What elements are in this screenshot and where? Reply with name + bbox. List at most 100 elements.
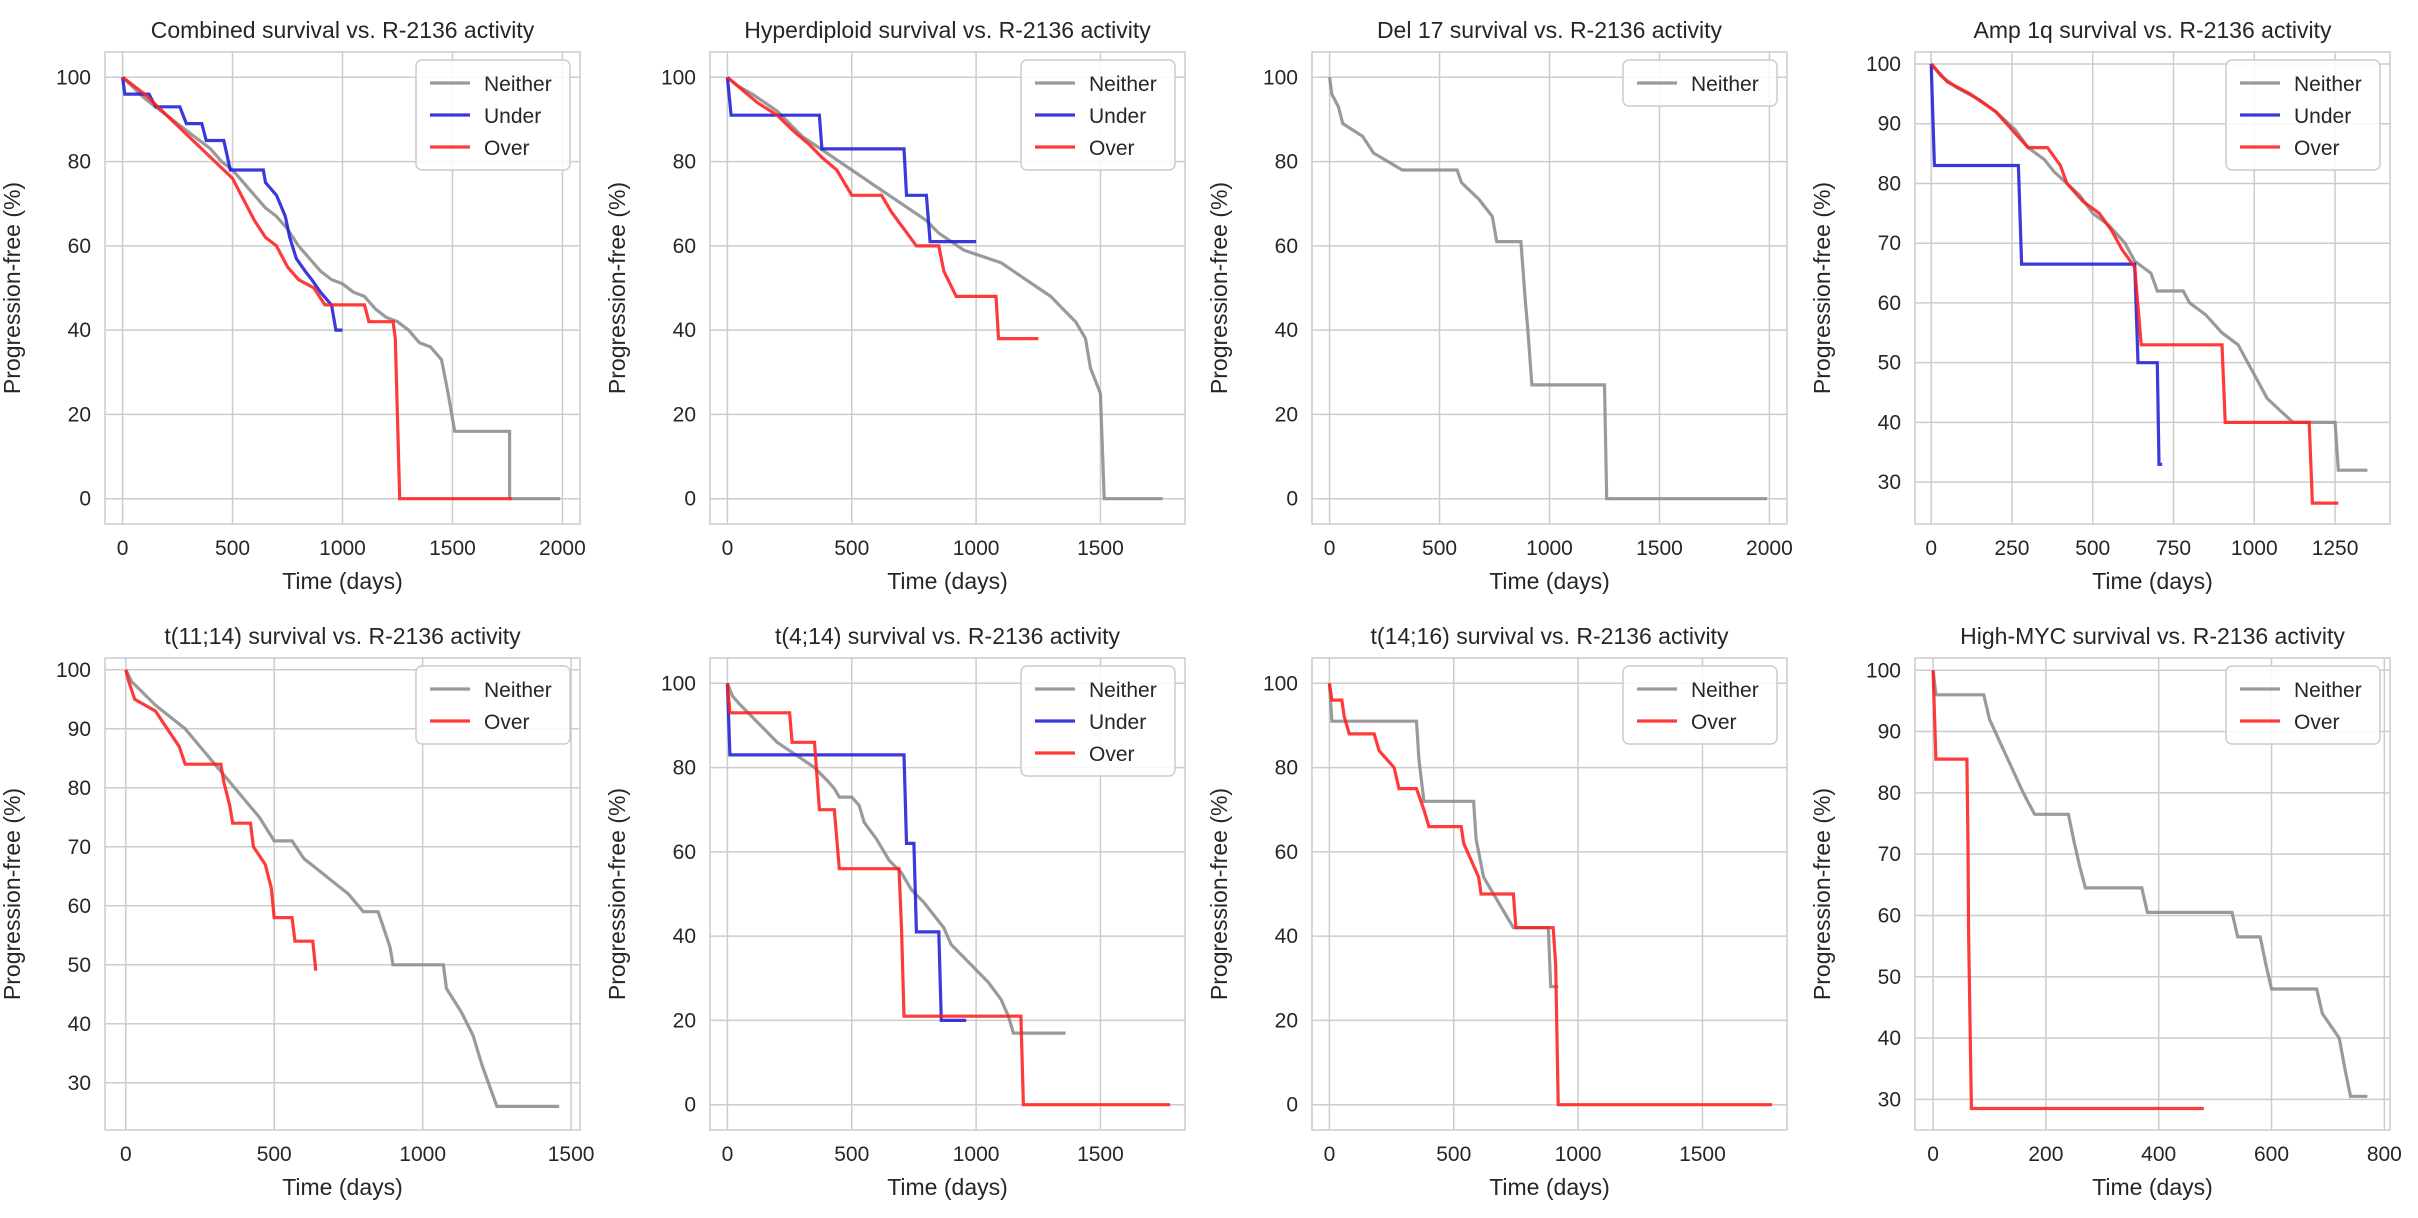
x-tick-label: 0 <box>722 537 734 560</box>
y-tick-label: 80 <box>673 757 696 780</box>
y-tick-label: 40 <box>1878 1027 1901 1050</box>
y-tick-label: 0 <box>1286 1094 1298 1117</box>
legend: Neither Under Over <box>2225 59 2381 171</box>
legend-label-under: Under <box>1089 105 1146 128</box>
y-tick-label: 100 <box>661 672 696 695</box>
legend-label-over: Over <box>484 711 530 734</box>
plot-frame <box>1914 51 2391 525</box>
legend-label-neither: Neither <box>484 679 552 702</box>
x-tick-label: 200 <box>2028 1143 2063 1166</box>
chart-title: Combined survival vs. R-2136 activity <box>151 17 535 43</box>
x-tick-label: 500 <box>1422 537 1457 560</box>
y-tick-label: 40 <box>68 319 91 342</box>
series-line-under <box>725 683 967 1022</box>
x-tick-label: 500 <box>215 537 250 560</box>
x-tick-label: 1500 <box>429 537 476 560</box>
legend-box <box>1622 665 1778 745</box>
subplot-1: 0 500 1000 1500 2000 0 20 40 60 80 100 Combined sur… <box>0 17 586 594</box>
legend-label-under: Under <box>484 105 541 128</box>
plot-frame <box>104 51 581 525</box>
legend-box <box>2225 665 2381 745</box>
x-tick-label: 1500 <box>1077 1143 1124 1166</box>
subplot-6: 0 500 1000 1500 0 20 40 60 80 100 t(4;14) survival… <box>604 623 1186 1200</box>
legend-label-over: Over <box>2294 137 2340 160</box>
x-axis-label: Time (days) <box>1489 1174 1610 1200</box>
subplot-8: 0 200 400 600 800 30 40 50 60 70 80 90 100 High-MYC s… <box>1809 623 2402 1200</box>
series-line-neither <box>1328 77 1768 501</box>
y-tick-label: 80 <box>673 151 696 174</box>
y-tick-label: 0 <box>79 488 91 511</box>
series-line-over <box>1931 670 2204 1111</box>
y-tick-label: 70 <box>1878 232 1901 255</box>
x-tick-label: 400 <box>2141 1143 2176 1166</box>
subplot-2: 0 500 1000 1500 0 20 40 60 80 100 Hyperdiploid sur… <box>604 17 1186 594</box>
y-tick-label: 20 <box>1275 1009 1298 1032</box>
y-axis-label: Progression-free (%) <box>1206 788 1232 1000</box>
x-axis-label: Time (days) <box>887 1174 1008 1200</box>
y-tick-label: 0 <box>684 1094 696 1117</box>
plot-frame <box>1311 657 1788 1131</box>
x-tick-label: 1000 <box>1555 1143 1602 1166</box>
y-tick-label: 30 <box>1878 1088 1901 1111</box>
x-tick-label: 500 <box>834 1143 869 1166</box>
x-axis-label: Time (days) <box>2092 568 2213 594</box>
legend-label-over: Over <box>1691 711 1737 734</box>
legend-box <box>1020 59 1176 171</box>
y-tick-label: 20 <box>673 403 696 426</box>
plot-frame <box>1311 51 1788 525</box>
y-axis-label: Progression-free (%) <box>1206 182 1232 394</box>
x-tick-label: 1000 <box>953 537 1000 560</box>
legend-box <box>2225 59 2381 171</box>
y-tick-label: 60 <box>1878 292 1901 315</box>
x-tick-label: 1500 <box>1077 537 1124 560</box>
y-tick-label: 30 <box>1878 471 1901 494</box>
y-tick-label: 20 <box>68 403 91 426</box>
legend-label-neither: Neither <box>484 73 552 96</box>
series-line-over <box>1327 683 1773 1107</box>
legend-label-over: Over <box>484 137 530 160</box>
subplot-3: 0 500 1000 1500 2000 0 20 40 60 80 100 Del 17 survi… <box>1206 17 1793 594</box>
x-tick-label: 500 <box>834 537 869 560</box>
legend-label-neither: Neither <box>2294 679 2362 702</box>
y-tick-label: 50 <box>1878 352 1901 375</box>
y-axis-label: Progression-free (%) <box>0 788 25 1000</box>
legend-label-neither: Neither <box>1691 679 1759 702</box>
chart-title: t(4;14) survival vs. R-2136 activity <box>775 623 1121 649</box>
x-tick-label: 1000 <box>2231 537 2278 560</box>
series-line-neither <box>124 669 560 1108</box>
x-tick-label: 1000 <box>953 1143 1000 1166</box>
x-tick-label: 0 <box>117 537 129 560</box>
y-tick-label: 60 <box>68 895 91 918</box>
y-tick-label: 0 <box>684 488 696 511</box>
subplot-5: 0 500 1000 1500 30 40 50 60 70 80 90 100 t(11;14) su… <box>0 623 594 1200</box>
series-line-over <box>121 76 512 501</box>
x-axis-label: Time (days) <box>2092 1174 2213 1200</box>
y-tick-label: 40 <box>1275 319 1298 342</box>
chart-title: Amp 1q survival vs. R-2136 activity <box>1974 17 2332 43</box>
x-tick-label: 0 <box>1324 537 1336 560</box>
y-tick-label: 90 <box>68 718 91 741</box>
x-tick-label: 0 <box>722 1143 734 1166</box>
x-tick-label: 500 <box>257 1143 292 1166</box>
legend-label-over: Over <box>1089 137 1135 160</box>
y-tick-label: 80 <box>68 777 91 800</box>
y-tick-label: 20 <box>1275 403 1298 426</box>
y-tick-label: 80 <box>1878 172 1901 195</box>
x-tick-label: 1500 <box>548 1143 595 1166</box>
x-tick-label: 1500 <box>1636 537 1683 560</box>
chart-title: t(14;16) survival vs. R-2136 activity <box>1371 623 1729 649</box>
y-tick-label: 100 <box>56 66 91 89</box>
x-tick-label: 0 <box>1324 1143 1336 1166</box>
y-tick-label: 40 <box>1275 925 1298 948</box>
y-tick-label: 50 <box>68 954 91 977</box>
x-axis-label: Time (days) <box>1489 568 1610 594</box>
series-line-under <box>725 77 977 244</box>
x-tick-label: 1250 <box>2312 537 2359 560</box>
y-tick-label: 30 <box>68 1072 91 1095</box>
x-tick-label: 1000 <box>399 1143 446 1166</box>
y-tick-label: 100 <box>1866 53 1901 76</box>
chart-title: Del 17 survival vs. R-2136 activity <box>1377 17 1723 43</box>
legend-box <box>1622 59 1778 107</box>
x-tick-label: 500 <box>1436 1143 1471 1166</box>
plot-frame <box>709 51 1186 525</box>
